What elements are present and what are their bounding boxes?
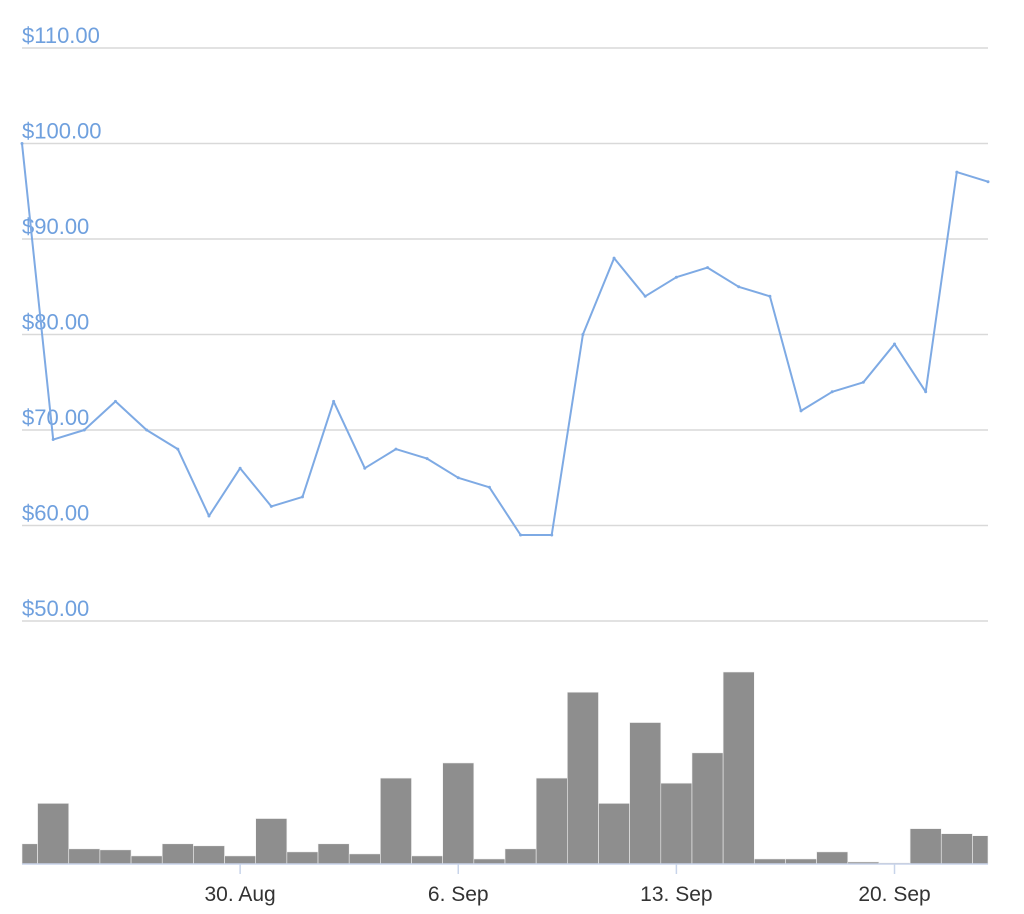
price-point — [519, 533, 523, 537]
volume-bar — [411, 855, 443, 865]
volume-area — [21, 671, 989, 865]
volume-bar — [816, 851, 849, 865]
price-point — [550, 533, 554, 537]
price-point — [706, 266, 710, 270]
x-tick-label: 30. Aug — [205, 883, 276, 906]
volume-bar — [442, 762, 475, 865]
volume-bar — [317, 843, 350, 865]
volume-bar — [940, 833, 973, 865]
price-point — [300, 495, 304, 499]
volume-bar — [68, 848, 101, 865]
volume-bar — [255, 818, 288, 865]
volume-bar — [21, 843, 38, 865]
price-point — [176, 447, 180, 451]
y-tick-label: $50.00 — [22, 596, 89, 621]
volume-bar — [660, 782, 693, 865]
price-point — [737, 285, 741, 289]
volume-bar — [753, 858, 786, 865]
price-point — [456, 476, 460, 480]
price-point — [20, 142, 24, 145]
price-point — [51, 438, 55, 442]
volume-bar — [130, 855, 163, 865]
y-tick-label: $60.00 — [22, 501, 89, 526]
price-point — [207, 514, 211, 518]
price-point — [363, 466, 367, 470]
volume-bar — [691, 752, 724, 865]
y-tick-label: $80.00 — [22, 310, 89, 335]
x-tick-label: 6. Sep — [428, 883, 489, 906]
volume-bar — [535, 777, 568, 865]
volume-bar — [785, 858, 817, 865]
price-gridlines — [22, 47, 988, 622]
y-tick-label: $100.00 — [22, 119, 102, 144]
x-tick-label: 13. Sep — [640, 883, 712, 906]
volume-bar — [504, 848, 537, 865]
price-point — [113, 399, 117, 403]
volume-bar — [161, 843, 194, 865]
price-point — [861, 380, 865, 384]
volume-bar — [567, 691, 599, 865]
price-point — [82, 428, 86, 432]
volume-bar — [224, 855, 257, 865]
x-tick-label: 20. Sep — [858, 883, 930, 906]
volume-bar — [37, 803, 70, 865]
price-point — [893, 342, 897, 346]
price-point — [145, 428, 149, 432]
price-point — [643, 294, 647, 298]
price-point — [768, 294, 772, 298]
volume-bar — [380, 777, 412, 865]
price-point — [581, 333, 585, 336]
volume-bar — [629, 722, 662, 865]
volume-bar — [598, 803, 630, 865]
price-point — [612, 256, 616, 260]
volume-bar — [722, 671, 755, 865]
price-point — [924, 390, 928, 394]
price-point — [394, 447, 398, 451]
price-point — [269, 504, 273, 508]
price-point — [674, 275, 678, 279]
price-point — [955, 170, 959, 174]
price-line — [21, 143, 989, 536]
volume-bar — [473, 858, 506, 865]
price-point — [830, 390, 834, 394]
volume-bar — [348, 853, 381, 865]
price-series — [20, 142, 990, 537]
y-tick-label: $110.00 — [22, 23, 100, 48]
volume-bar — [972, 835, 989, 865]
y-tick-label: $70.00 — [22, 405, 89, 430]
price-point — [238, 466, 242, 470]
price-point — [799, 409, 803, 413]
price-point — [332, 399, 336, 403]
price-point — [425, 457, 429, 461]
volume-bar — [99, 849, 132, 865]
price-point — [487, 485, 491, 489]
x-axis: 30. Aug 6. Sep 13. Sep 20. Sep — [22, 863, 988, 906]
price-y-axis-labels: $110.00 $100.00 $90.00 $80.00 $70.00 $60.00 $5… — [22, 23, 102, 621]
volume-bar — [909, 828, 942, 865]
volume-bar — [286, 851, 319, 865]
price-point — [986, 180, 990, 184]
volume-bar — [193, 845, 225, 865]
y-tick-label: $90.00 — [22, 214, 89, 239]
